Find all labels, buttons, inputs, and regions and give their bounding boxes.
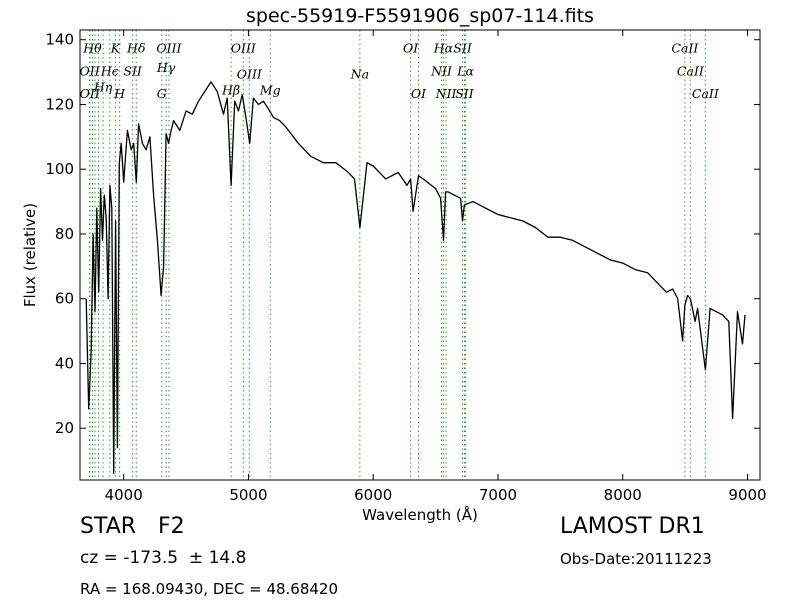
line-label-5: OI	[403, 41, 419, 56]
object-subclass: F2	[158, 514, 185, 539]
line-label-12: Hγ	[156, 60, 176, 75]
line-label-23: Mg	[259, 83, 281, 98]
line-label-16: Hη	[93, 80, 113, 95]
line-label-17: Na	[350, 67, 369, 82]
x-axis-label: Wavelength (Å)	[362, 506, 478, 524]
spectrum-line	[85, 81, 746, 475]
line-label-10: Hϵ	[100, 63, 119, 78]
line-label-21: G	[157, 86, 167, 101]
x-tick-label-2: 6000	[354, 486, 392, 504]
line-label-15: CaII	[677, 63, 705, 78]
object-class: STAR	[80, 514, 137, 539]
plot-frame	[79, 29, 761, 481]
y-tick-label-2: 60	[55, 290, 74, 308]
coordinates: RA = 168.09430, DEC = 48.68420	[80, 580, 339, 598]
y-tick-label-3: 80	[55, 225, 74, 243]
line-label-22: Hβ	[221, 83, 240, 98]
x-ticks: 4000 5000 6000 7000 8000 9000	[105, 30, 767, 504]
line-label-6: Hα	[433, 41, 454, 56]
line-label-19: OII	[80, 86, 101, 101]
line-label-0: Hθ	[82, 41, 102, 56]
line-label-7: SII	[453, 41, 473, 56]
x-tick-label-5: 9000	[728, 486, 766, 504]
line-label-18: OIII	[237, 67, 263, 82]
line-label-4: OIII	[231, 41, 257, 56]
line-label-26: SII	[455, 86, 475, 101]
line-label-11: SII	[123, 63, 143, 78]
line-label-1: K	[110, 41, 121, 56]
line-label-24: OI	[411, 86, 427, 101]
y-tick-label-5: 120	[45, 95, 74, 113]
line-label-14: Lα	[456, 63, 474, 78]
line-label-27: CaII	[692, 86, 720, 101]
redshift-value: cz = -173.5 ± 14.8	[80, 548, 247, 568]
chart-title: spec-55919-F5591906_sp07-114.fits	[246, 5, 594, 27]
y-ticks: 20 40 60 80 100 120 140	[45, 31, 760, 437]
spectrum-series	[85, 81, 746, 475]
y-tick-label-6: 140	[45, 31, 74, 49]
survey-name: LAMOST DR1	[560, 514, 705, 539]
line-label-8: CaII	[671, 41, 699, 56]
line-label-20: H	[113, 86, 126, 101]
x-tick-label-3: 7000	[479, 486, 517, 504]
line-label-2: Hδ	[126, 41, 145, 56]
observation-date: Obs-Date:20111223	[560, 550, 712, 568]
y-tick-label-4: 100	[45, 160, 74, 178]
line-label-25: NII	[435, 86, 458, 101]
line-label-13: NII	[430, 63, 453, 78]
line-label-9: OII	[80, 63, 101, 78]
y-tick-label-1: 40	[55, 354, 74, 372]
x-tick-label-1: 5000	[229, 486, 267, 504]
x-tick-label-4: 8000	[604, 486, 642, 504]
line-markers	[89, 30, 706, 480]
y-tick-label-0: 20	[55, 419, 74, 437]
x-tick-label-0: 4000	[105, 486, 143, 504]
line-label-3: OIII	[156, 41, 182, 56]
